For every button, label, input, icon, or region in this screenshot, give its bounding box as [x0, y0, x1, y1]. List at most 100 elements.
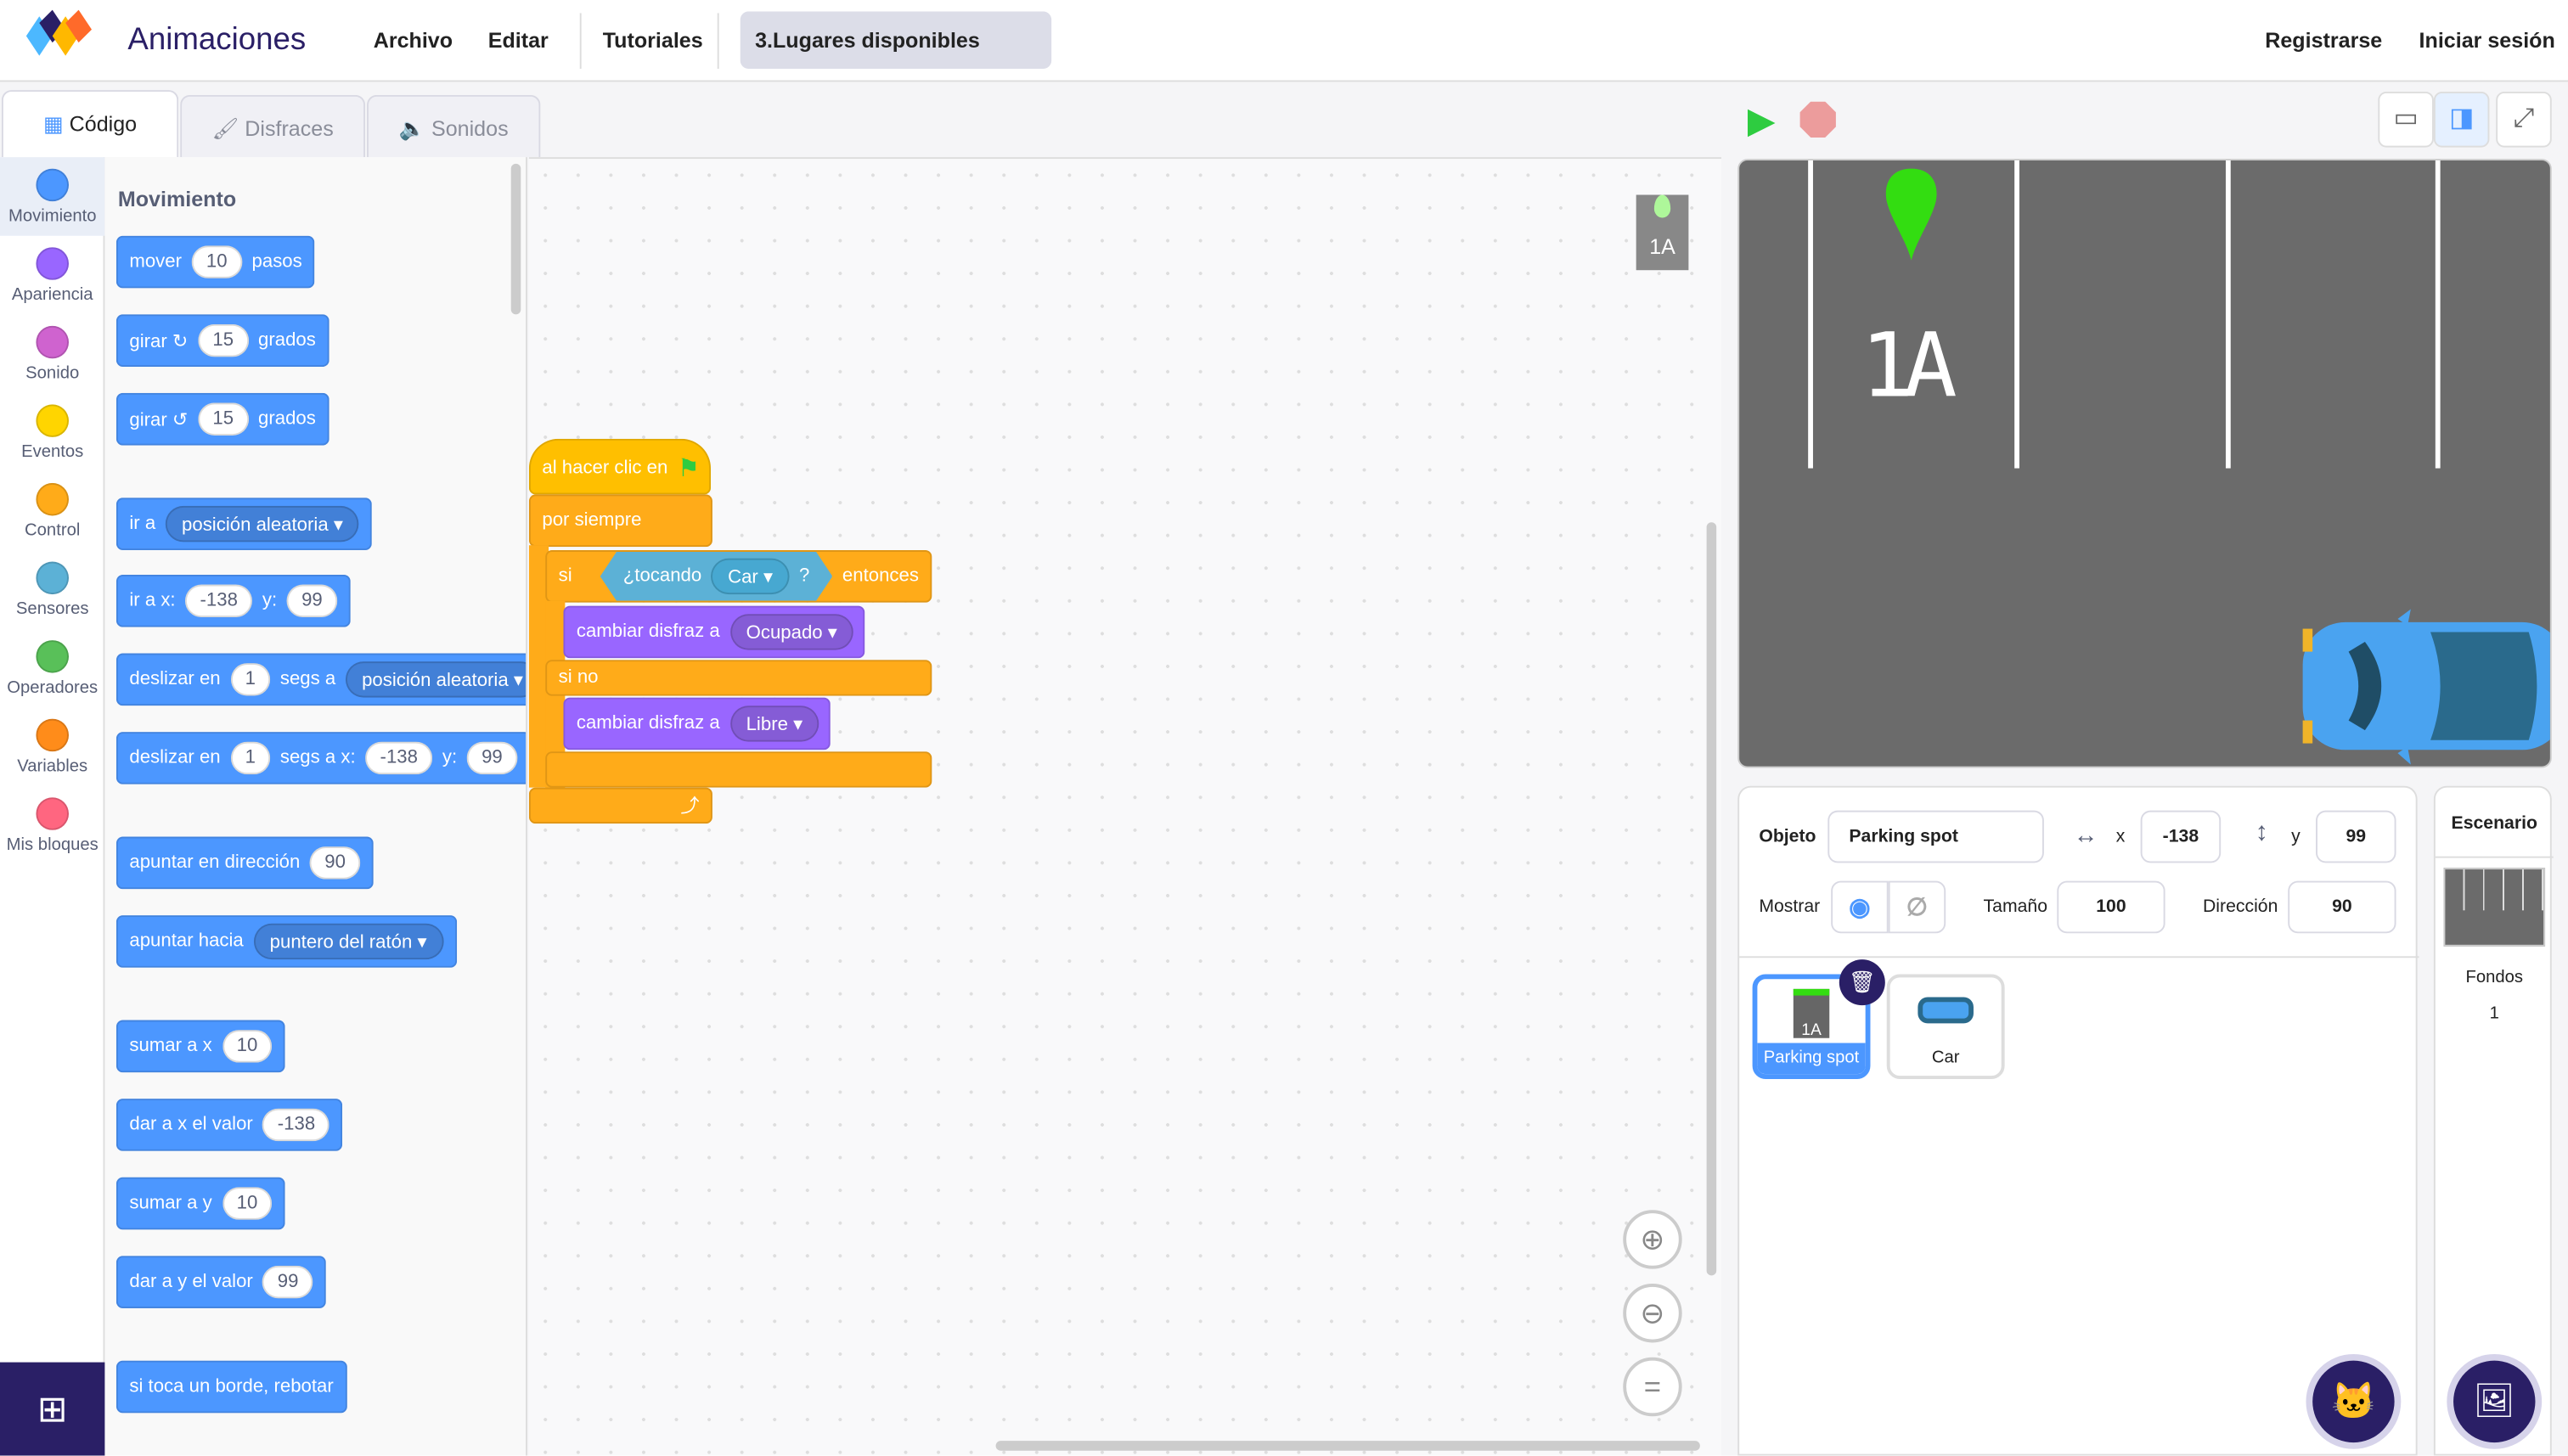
add-extension-button[interactable]: ⊞ [0, 1362, 105, 1456]
fullscreen-button[interactable]: ⤢ [2496, 92, 2552, 148]
tab-code[interactable]: ▦ Código [1, 90, 179, 158]
vertical-scrollbar[interactable] [1706, 522, 1717, 1276]
category-mis-bloques[interactable]: Mis bloques [0, 786, 104, 865]
block-input[interactable]: 10 [222, 1187, 273, 1220]
add-backdrop-button[interactable]: 🖼 [2453, 1360, 2536, 1443]
palette-block[interactable]: sumar a x 10 [115, 1020, 286, 1073]
palette-block[interactable]: sumar a y 10 [115, 1177, 286, 1230]
palette-block[interactable]: si toca un borde, rebotar [115, 1360, 347, 1414]
touching-dropdown[interactable]: Car ▾ [712, 559, 790, 594]
category-apariencia[interactable]: Apariencia [0, 236, 104, 315]
block-input[interactable]: -138 [185, 584, 253, 618]
costume-dropdown[interactable]: Libre ▾ [729, 706, 819, 742]
palette-block[interactable]: dar a y el valor 99 [115, 1256, 327, 1308]
palette-block[interactable]: dar a x el valor -138 [115, 1099, 343, 1151]
palette-block[interactable]: mover 10 pasos [115, 235, 316, 289]
green-flag-icon: ⚑ [677, 455, 700, 483]
divider [579, 13, 582, 70]
category-control[interactable]: Control [0, 471, 104, 550]
palette-block[interactable]: apuntar en dirección 90 [115, 836, 374, 890]
sprite-name: Parking spot [1757, 1043, 1866, 1075]
palette-block[interactable]: deslizar en 1 segs a x: -138 y: 99 [115, 732, 527, 784]
palette-block[interactable]: apuntar hacia puntero del ratón ▾ [115, 915, 457, 968]
switch-costume-block[interactable]: cambiar disfraz a Libre ▾ [563, 697, 831, 750]
size-input[interactable]: 100 [2057, 880, 2165, 934]
palette-block[interactable]: deslizar en 1 segs a posición aleatoria ▾ [115, 653, 527, 706]
block-input[interactable]: 1 [230, 741, 271, 775]
menu-tutorials[interactable]: Tutoriales [602, 27, 703, 53]
show-hidden-button[interactable]: ∅ [1888, 880, 1946, 934]
block-text: y: [442, 748, 458, 768]
when-flag-clicked-block[interactable]: al hacer clic en ⚑ [528, 438, 712, 495]
logo-icon[interactable] [20, 9, 99, 59]
block-input[interactable]: 90 [309, 846, 361, 880]
add-sprite-button[interactable]: 🐱 [2312, 1360, 2395, 1443]
palette-block[interactable]: ir a posición aleatoria ▾ [115, 498, 373, 551]
palette-block[interactable]: girar ↻ 15 grados [115, 314, 329, 368]
project-title-input[interactable]: 3.Lugares disponibles [740, 11, 1052, 70]
loop-arrow-icon: ⤴ [680, 797, 700, 818]
small-stage-button[interactable]: ▭ [2378, 92, 2434, 148]
normal-stage-button[interactable]: ◨ [2433, 92, 2490, 148]
block-input[interactable]: 15 [198, 402, 249, 436]
switch-costume-block[interactable]: cambiar disfraz a Ocupado ▾ [563, 605, 865, 659]
category-sonido[interactable]: Sonido [0, 314, 104, 393]
category-dot-icon [36, 640, 70, 673]
login-link[interactable]: Iniciar sesión [2419, 27, 2555, 53]
backdrop-thumbnail[interactable] [2443, 868, 2546, 947]
zoom-in-button[interactable]: ⊕ [1623, 1210, 1682, 1269]
zoom-out-icon: ⊖ [1640, 1296, 1665, 1330]
touching-block[interactable]: ¿tocando Car ▾? [600, 552, 833, 601]
palette-block[interactable]: girar ↺ 15 grados [115, 392, 329, 446]
show-visible-button[interactable]: ◉ [1831, 880, 1889, 934]
horizontal-scrollbar[interactable] [995, 1441, 1700, 1451]
menu-edit[interactable]: Editar [487, 27, 549, 53]
palette-block[interactable]: ir a x: -138 y: 99 [115, 574, 351, 627]
speaker-icon: 🔈 [398, 115, 432, 141]
palette-scrollbar[interactable] [510, 163, 521, 315]
zoom-reset-button[interactable]: = [1623, 1357, 1682, 1417]
block-input[interactable]: 99 [262, 1265, 313, 1299]
block-input[interactable]: 99 [286, 584, 338, 618]
category-sensores[interactable]: Sensores [0, 550, 104, 629]
category-movimiento[interactable]: Movimiento [0, 157, 105, 236]
forever-block[interactable]: por siempre [528, 494, 712, 548]
if-else-block[interactable]: si ¿tocando Car ▾? entonces [545, 550, 932, 603]
trash-icon: 🗑 [1848, 969, 1876, 994]
block-dropdown[interactable]: posición aleatoria ▾ [165, 505, 360, 542]
block-dropdown[interactable]: puntero del ratón ▾ [253, 923, 443, 960]
zoom-out-button[interactable]: ⊖ [1623, 1284, 1682, 1343]
stage-canvas[interactable]: 1A [1737, 159, 2552, 768]
block-input[interactable]: 1 [230, 663, 271, 696]
menu-file[interactable]: Archivo [373, 27, 453, 53]
register-link[interactable]: Registrarse [2265, 27, 2383, 53]
car-sprite[interactable] [2300, 606, 2552, 768]
category-operadores[interactable]: Operadores [0, 629, 104, 708]
stop-button[interactable] [1799, 101, 1836, 138]
block-input[interactable]: 10 [222, 1030, 273, 1063]
block-input[interactable]: 99 [466, 741, 518, 775]
else-row: si no [545, 660, 932, 696]
block-dropdown[interactable]: posición aleatoria ▾ [345, 661, 527, 698]
category-label: Movimiento [8, 206, 97, 227]
costume-dropdown[interactable]: Ocupado ▾ [729, 614, 854, 650]
block-input[interactable]: -138 [365, 741, 433, 775]
tab-costumes[interactable]: 🖌 Disfraces [180, 94, 366, 158]
block-input[interactable]: -138 [262, 1108, 330, 1142]
green-flag-icon: ▶ [1747, 99, 1776, 141]
sprite-name-input[interactable]: Parking spot [1827, 810, 2044, 863]
block-text: apuntar en dirección [129, 852, 301, 873]
block-input[interactable]: 15 [198, 323, 249, 357]
sprite-tile-car[interactable]: Car [1886, 974, 2005, 1079]
block-input[interactable]: 10 [191, 245, 242, 278]
green-flag-button[interactable]: ▶ [1748, 100, 1776, 143]
delete-sprite-button[interactable]: 🗑 [1839, 959, 1885, 1006]
code-workspace[interactable]: 1A al hacer clic en ⚑ por siempre si ¿toca… [528, 157, 1721, 1456]
x-input[interactable]: -138 [2140, 810, 2222, 863]
category-variables[interactable]: Variables [0, 707, 104, 786]
divider [2435, 856, 2554, 858]
direction-input[interactable]: 90 [2288, 880, 2396, 934]
y-input[interactable]: 99 [2316, 810, 2396, 863]
tab-sounds[interactable]: 🔈 Sonidos [367, 94, 541, 158]
category-eventos[interactable]: Eventos [0, 393, 104, 472]
